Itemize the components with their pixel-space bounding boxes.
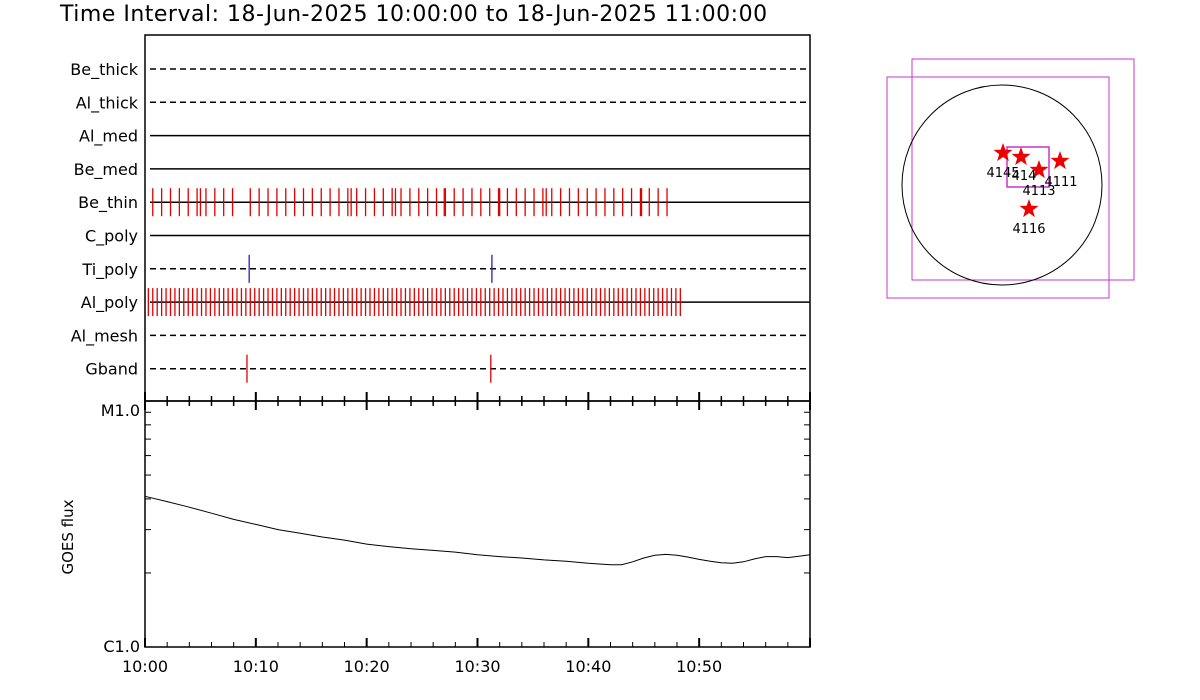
filter-label-al_thick: Al_thick <box>76 93 139 113</box>
fov-box-1 <box>911 58 1135 281</box>
active-region-star-0 <box>993 143 1013 162</box>
page-title: Time Interval: 18-Jun-2025 10:00:00 to 1… <box>60 2 768 27</box>
goes-flux-panel: M1.0 C1.0 GOES flux 10:00 10:10 10:20 10:30… <box>59 392 811 676</box>
active-region-star-2 <box>1029 160 1049 179</box>
filter-label-c_poly: C_poly <box>85 227 138 247</box>
goes-flux-line <box>144 495 811 566</box>
ar-label-4113: 4113 <box>1022 184 1055 199</box>
solar-disk <box>901 84 1103 286</box>
filter-label-be_thin: Be_thin <box>78 193 138 213</box>
x-tick-label: 10:00 <box>122 657 168 676</box>
filter-panel-frame <box>144 34 811 402</box>
ar-label-414: 414 <box>1012 169 1037 184</box>
x-tick-label: 10:10 <box>233 657 279 676</box>
y-axis-label: GOES flux <box>59 499 77 574</box>
filter-label-be_thick: Be_thick <box>70 60 138 80</box>
ar-label-4145: 4145 <box>986 166 1019 181</box>
filter-label-ti_poly: Ti_poly <box>81 260 138 280</box>
filter-label-gband: Gband <box>85 360 138 379</box>
y-min-label: C1.0 <box>103 637 140 656</box>
goes-panel-frame <box>144 400 811 648</box>
x-tick-label: 10:40 <box>565 657 611 676</box>
y-max-label: M1.0 <box>101 401 140 420</box>
fov-box-2 <box>886 76 1110 299</box>
ar-label-4116: 4116 <box>1012 222 1045 237</box>
filter-label-al_mesh: Al_mesh <box>71 326 138 346</box>
x-tick-label: 10:30 <box>454 657 500 676</box>
filter-label-be_med: Be_med <box>74 160 138 180</box>
ar-label-4111: 4111 <box>1044 175 1077 190</box>
active-region-star-3 <box>1050 151 1070 170</box>
filter-label-al_poly: Al_poly <box>81 293 138 313</box>
fov-panel: 4145 414 4113 4111 4116 <box>886 58 1135 299</box>
active-region-star-4 <box>1019 199 1039 218</box>
x-tick-label: 10:50 <box>676 657 722 676</box>
active-region-star-1 <box>1011 147 1031 166</box>
fov-box-small <box>1006 146 1050 188</box>
x-tick-label: 10:20 <box>344 657 390 676</box>
filter-label-al_med: Al_med <box>79 127 138 147</box>
filter-timeline-panel: Be_thick Al_thick Al_med Be_med Be_thin C_pol… <box>70 34 811 402</box>
